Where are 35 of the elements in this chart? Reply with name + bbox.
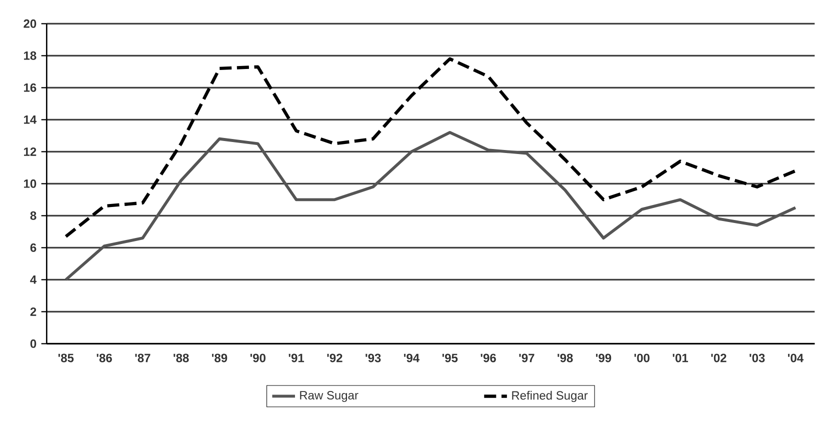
y-tick-label: 16 xyxy=(24,83,36,92)
x-tick-label: '97 xyxy=(519,354,534,362)
x-tick-label: '04 xyxy=(788,354,804,362)
y-tick-label: 4 xyxy=(30,276,37,284)
y-tick-label: 6 xyxy=(30,243,36,252)
x-tick-label: '86 xyxy=(96,354,112,362)
line-series xyxy=(64,130,797,282)
x-tick-label: '85 xyxy=(58,354,74,362)
x-tick-label: '91 xyxy=(288,354,304,362)
legend-label: Refined Sugar xyxy=(512,390,588,402)
x-tick-label: '00 xyxy=(634,354,650,362)
y-tick-label: 2 xyxy=(30,307,36,316)
x-tick-label: '90 xyxy=(250,354,266,362)
x-tick-label: '92 xyxy=(327,354,342,362)
x-tick-label: '01 xyxy=(672,354,688,362)
y-tick-label: 20 xyxy=(24,19,36,28)
x-tick-label: '94 xyxy=(404,354,420,362)
x-tick-label: '95 xyxy=(442,354,458,362)
x-tick-label: '96 xyxy=(480,354,496,362)
line-series xyxy=(64,57,798,238)
x-tick-label: '88 xyxy=(174,354,189,362)
x-tick-label: '87 xyxy=(135,354,150,362)
y-tick-label: 14 xyxy=(24,116,37,124)
x-tick-label: '99 xyxy=(596,354,612,362)
legend-label: Raw Sugar xyxy=(300,391,358,402)
x-tick-label: '02 xyxy=(711,354,726,362)
y-tick-label: 0 xyxy=(30,339,36,348)
x-tick-label: '93 xyxy=(366,354,381,362)
y-tick-label: 18 xyxy=(24,51,36,60)
x-tick-label: '98 xyxy=(558,354,573,362)
y-tick-label: 12 xyxy=(24,147,36,156)
x-tick-label: '89 xyxy=(212,354,228,362)
x-tick-label: '03 xyxy=(750,354,765,362)
y-tick-label: 10 xyxy=(24,179,36,188)
y-tick-label: 8 xyxy=(30,211,36,220)
